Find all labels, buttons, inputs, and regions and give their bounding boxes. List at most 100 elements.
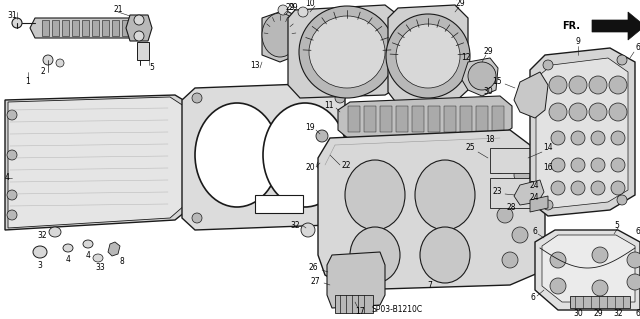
Bar: [137, 42, 149, 60]
Text: 29: 29: [289, 4, 298, 12]
Ellipse shape: [617, 195, 627, 205]
Text: 28: 28: [506, 204, 516, 212]
Ellipse shape: [589, 76, 607, 94]
Text: 12: 12: [461, 54, 471, 63]
Ellipse shape: [134, 15, 144, 25]
Ellipse shape: [589, 103, 607, 121]
Ellipse shape: [571, 158, 585, 172]
Text: FR.: FR.: [562, 21, 580, 31]
Polygon shape: [536, 58, 628, 208]
Ellipse shape: [262, 13, 298, 57]
Ellipse shape: [522, 187, 538, 203]
Ellipse shape: [195, 103, 279, 207]
Ellipse shape: [571, 181, 585, 195]
Polygon shape: [542, 235, 635, 302]
Ellipse shape: [299, 6, 395, 98]
Text: 22: 22: [342, 160, 351, 169]
Bar: [92, 20, 99, 36]
Ellipse shape: [627, 252, 640, 268]
Ellipse shape: [335, 213, 345, 223]
Bar: [490, 148, 535, 173]
Ellipse shape: [134, 31, 144, 41]
Ellipse shape: [56, 59, 64, 67]
Polygon shape: [338, 96, 512, 140]
Text: 24: 24: [529, 181, 539, 189]
Ellipse shape: [33, 246, 47, 258]
Ellipse shape: [543, 60, 553, 70]
Ellipse shape: [183, 105, 193, 115]
Text: 6: 6: [530, 293, 535, 302]
Text: 24: 24: [529, 194, 539, 203]
Polygon shape: [514, 72, 548, 118]
Bar: [364, 106, 376, 132]
Text: 15: 15: [492, 78, 502, 86]
Ellipse shape: [514, 167, 530, 183]
Polygon shape: [462, 58, 498, 96]
Text: 18: 18: [485, 136, 495, 145]
Bar: [82, 20, 89, 36]
Ellipse shape: [350, 227, 400, 283]
Text: 31: 31: [7, 11, 17, 20]
Text: 6: 6: [532, 227, 538, 236]
Ellipse shape: [497, 207, 513, 223]
Text: 10: 10: [305, 0, 315, 9]
Ellipse shape: [7, 110, 17, 120]
Text: 11: 11: [324, 100, 334, 109]
Ellipse shape: [550, 252, 566, 268]
Ellipse shape: [551, 181, 565, 195]
Ellipse shape: [627, 274, 640, 290]
Bar: [492, 106, 504, 132]
Text: 8: 8: [120, 257, 124, 266]
Text: 9: 9: [575, 38, 580, 47]
Ellipse shape: [301, 223, 315, 237]
Ellipse shape: [263, 103, 347, 207]
Ellipse shape: [569, 76, 587, 94]
Ellipse shape: [12, 18, 22, 28]
Ellipse shape: [591, 131, 605, 145]
Text: 3: 3: [38, 261, 42, 270]
Bar: [412, 106, 424, 132]
Ellipse shape: [609, 103, 627, 121]
Ellipse shape: [7, 190, 17, 200]
Text: 6: 6: [636, 43, 640, 53]
Ellipse shape: [420, 227, 470, 283]
Ellipse shape: [278, 5, 288, 15]
Polygon shape: [182, 83, 345, 230]
Bar: [255, 195, 303, 213]
Ellipse shape: [396, 24, 460, 88]
Ellipse shape: [192, 93, 202, 103]
Ellipse shape: [592, 280, 608, 296]
Ellipse shape: [63, 244, 73, 252]
Polygon shape: [30, 18, 135, 38]
Text: 32: 32: [290, 220, 300, 229]
Bar: [102, 20, 109, 36]
Text: 2: 2: [40, 68, 45, 77]
Text: 1: 1: [26, 78, 30, 86]
Text: SP03-B1210C: SP03-B1210C: [371, 305, 422, 314]
Polygon shape: [388, 5, 468, 105]
Ellipse shape: [611, 158, 625, 172]
Ellipse shape: [415, 160, 475, 230]
Text: 7: 7: [428, 280, 433, 290]
Bar: [335, 295, 373, 313]
Ellipse shape: [551, 158, 565, 172]
Ellipse shape: [549, 103, 567, 121]
Text: 21: 21: [113, 4, 123, 13]
Text: 29: 29: [455, 0, 465, 9]
Polygon shape: [318, 130, 545, 290]
Text: 25: 25: [465, 144, 475, 152]
Ellipse shape: [49, 227, 61, 237]
Bar: [396, 106, 408, 132]
Ellipse shape: [551, 131, 565, 145]
Ellipse shape: [609, 76, 627, 94]
Polygon shape: [514, 180, 544, 205]
Ellipse shape: [549, 76, 567, 94]
Text: 29: 29: [285, 4, 295, 12]
Polygon shape: [8, 97, 193, 228]
Ellipse shape: [512, 227, 528, 243]
Bar: [42, 20, 49, 36]
Polygon shape: [262, 10, 300, 62]
Text: 5: 5: [150, 63, 154, 72]
Text: 29: 29: [593, 309, 603, 318]
Ellipse shape: [83, 240, 93, 248]
